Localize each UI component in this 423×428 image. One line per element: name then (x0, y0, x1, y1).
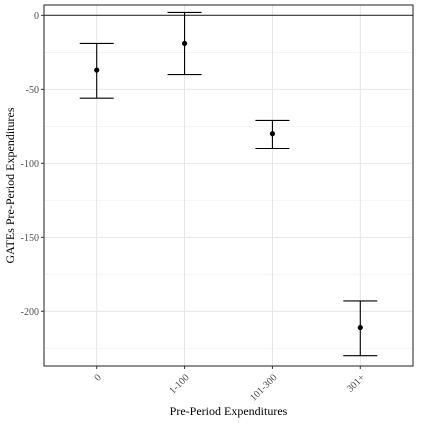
y-axis: 0 -50 -100 -150 -200 (21, 11, 44, 318)
y-tick-label: -150 (21, 233, 39, 244)
error-bars (79, 11, 378, 357)
x-axis-label: Pre-Period Expenditures (170, 404, 288, 418)
y-tick-label: -200 (21, 307, 39, 318)
error-bar-group (79, 42, 114, 99)
estimate-point (94, 67, 100, 73)
error-bar-group (343, 300, 378, 357)
grid (44, 5, 413, 366)
x-tick-label: 1-100 (167, 372, 191, 396)
x-tick-label: 0 (92, 372, 103, 383)
y-tick-label: -100 (21, 159, 39, 170)
estimate-point (269, 131, 276, 137)
error-bar-group (255, 119, 290, 150)
y-tick-label: -50 (26, 85, 39, 96)
x-axis: 0 1-100 101-300 301+ (92, 366, 368, 404)
plot-panel-border (43, 4, 414, 367)
estimate-point (357, 324, 363, 331)
x-tick-label: 301+ (345, 372, 368, 395)
y-axis-label: GATEs Pre-Period Expenditures (3, 107, 17, 263)
y-tick-label: 0 (34, 11, 39, 22)
error-bar-group (167, 11, 202, 76)
estimate-point (181, 40, 188, 47)
x-tick-label: 101-300 (248, 372, 279, 403)
